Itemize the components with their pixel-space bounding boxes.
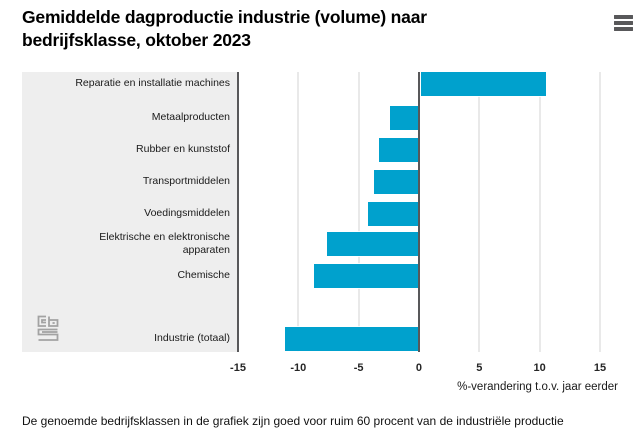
category-label: Metaalproducten: [151, 111, 230, 124]
gridline: [538, 72, 541, 352]
x-tick-label: -10: [290, 362, 307, 374]
category-label: Rubber en kunststof: [136, 143, 230, 156]
bar[interactable]: [390, 106, 419, 130]
bar[interactable]: [368, 202, 419, 226]
x-tick-label: 5: [476, 362, 483, 374]
gridline: [598, 72, 601, 352]
category-label: Transportmiddelen: [142, 175, 230, 188]
bar[interactable]: [314, 264, 419, 288]
page-title: Gemiddelde dagproductie industrie (volum…: [22, 7, 427, 51]
bar[interactable]: [327, 232, 419, 256]
category-label: Voedingsmiddelen: [144, 207, 230, 220]
x-tick-label: 15: [593, 362, 607, 374]
x-tick-label: -5: [353, 362, 364, 374]
category-label: Reparatie en installatie machines: [75, 77, 230, 90]
plot-area: [238, 72, 610, 352]
gridline: [478, 72, 481, 352]
cbs-logo: [37, 315, 59, 341]
hamburger-menu-icon[interactable]: [614, 15, 633, 32]
category-label: Elektrische en elektronische apparaten: [99, 230, 230, 256]
x-tick-label: 10: [533, 362, 546, 374]
bar[interactable]: [421, 72, 547, 96]
bar[interactable]: [379, 138, 419, 162]
bar[interactable]: [374, 170, 419, 194]
gridline: [297, 72, 300, 352]
zero-line: [417, 72, 420, 352]
category-label: Chemische: [177, 269, 230, 282]
x-tick-label: -15: [230, 362, 246, 374]
bar-chart: Reparatie en installatie machines Metaalp…: [22, 72, 618, 402]
gridline: [237, 72, 239, 352]
bar[interactable]: [285, 327, 419, 351]
category-label: Industrie (totaal): [154, 332, 230, 345]
x-tick-label: 0: [415, 362, 423, 374]
category-label-panel: Reparatie en installatie machines Metaalp…: [22, 72, 238, 352]
x-axis-title: %-verandering t.o.v. jaar eerder: [457, 381, 618, 393]
gridline: [357, 72, 360, 352]
footnote: De genoemde bedrijfsklassen in de grafie…: [22, 414, 564, 428]
